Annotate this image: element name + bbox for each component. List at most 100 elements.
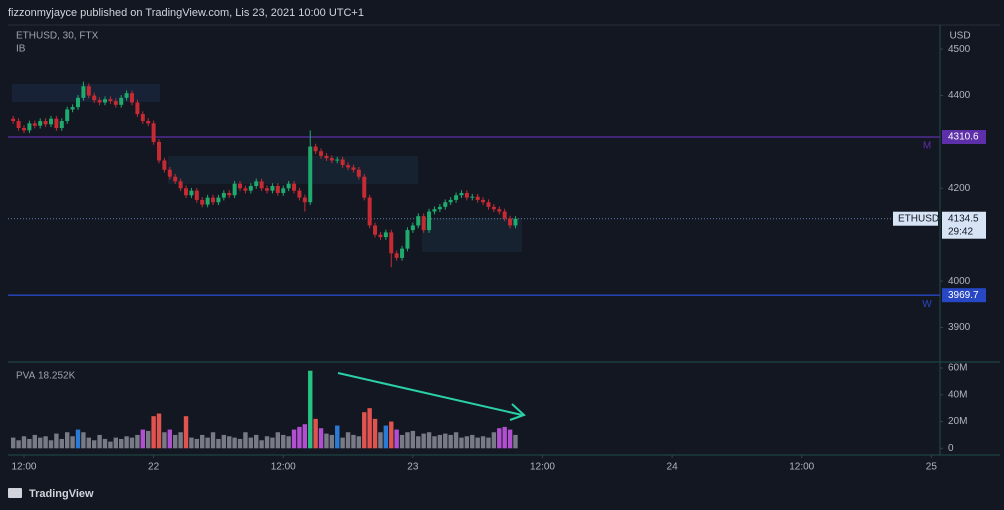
candle-body bbox=[416, 216, 421, 226]
candle-body bbox=[270, 186, 275, 191]
last-symbol: ETHUSD bbox=[898, 213, 939, 224]
candle-body bbox=[227, 192, 232, 196]
volume-bar bbox=[205, 437, 210, 449]
volume-bar bbox=[108, 441, 113, 449]
volume-bar bbox=[119, 438, 124, 449]
candle-body bbox=[340, 159, 345, 166]
candle-body bbox=[275, 186, 280, 193]
volume-bar bbox=[324, 433, 329, 449]
candle-body bbox=[459, 192, 464, 196]
candle-body bbox=[335, 159, 340, 161]
volume-bar bbox=[453, 432, 459, 449]
candle-body bbox=[151, 123, 156, 142]
logo bbox=[8, 488, 22, 498]
countdown: 29:42 bbox=[948, 226, 973, 237]
volume-bar bbox=[405, 432, 410, 449]
volume-bar bbox=[291, 429, 297, 449]
volume-bar bbox=[129, 437, 135, 449]
volume-bar bbox=[507, 429, 513, 449]
candle-body bbox=[21, 128, 26, 131]
candle-body bbox=[308, 146, 313, 203]
candle-body bbox=[313, 146, 318, 152]
candle-body bbox=[108, 99, 113, 102]
candle-body bbox=[140, 114, 145, 122]
volume-bar bbox=[173, 434, 178, 449]
candle-body bbox=[302, 197, 307, 203]
candle-body bbox=[81, 86, 86, 98]
volume-bar bbox=[92, 440, 97, 449]
volume-bar bbox=[102, 438, 108, 449]
x-tick-label: 12:00 bbox=[271, 462, 296, 473]
candle-body bbox=[92, 95, 97, 101]
volume-bar bbox=[216, 438, 221, 449]
x-tick-label: 12:00 bbox=[530, 462, 555, 473]
x-tick-label: 24 bbox=[667, 462, 679, 473]
volume-bar bbox=[43, 436, 48, 449]
volume-bar bbox=[448, 434, 453, 449]
candle-body bbox=[378, 234, 383, 238]
volume-bar bbox=[389, 421, 394, 449]
volume-bar bbox=[178, 432, 183, 449]
candle-body bbox=[394, 253, 399, 258]
volume-bar bbox=[367, 408, 372, 449]
candle-body bbox=[216, 197, 221, 203]
volume-bar bbox=[227, 436, 232, 449]
volume-bar bbox=[475, 437, 480, 449]
volume-bar bbox=[70, 436, 75, 449]
volume-bar bbox=[340, 437, 345, 449]
candle-body bbox=[346, 165, 351, 168]
candle-body bbox=[389, 232, 394, 254]
zone bbox=[12, 84, 160, 102]
volume-bar bbox=[394, 429, 399, 449]
x-tick-label: 22 bbox=[148, 462, 160, 473]
volume-bar bbox=[459, 437, 464, 449]
volume-bar bbox=[275, 432, 281, 449]
volume-bar bbox=[59, 438, 64, 449]
candle-body bbox=[497, 209, 502, 212]
volume-bar bbox=[383, 425, 389, 449]
volume-bar bbox=[362, 412, 367, 449]
volume-bar bbox=[421, 433, 426, 449]
candle-body bbox=[513, 218, 518, 226]
volume-bar bbox=[470, 434, 475, 449]
volume-bar bbox=[75, 429, 81, 449]
volume-bar bbox=[21, 436, 27, 449]
candle-body bbox=[367, 197, 372, 226]
candle-body bbox=[48, 118, 53, 125]
candle-body bbox=[464, 192, 469, 198]
level-label-box bbox=[942, 130, 986, 145]
level-label: 3969.7 bbox=[948, 290, 979, 301]
candle-body bbox=[16, 121, 21, 129]
candle-body bbox=[292, 183, 297, 191]
candle-body bbox=[432, 209, 437, 212]
volume-bar bbox=[264, 436, 270, 449]
y-tick-label: 4000 bbox=[948, 276, 971, 287]
y-tick-label: 4200 bbox=[948, 183, 971, 194]
volume-bar bbox=[210, 432, 216, 449]
candle-body bbox=[205, 197, 210, 205]
volume-bar bbox=[189, 437, 194, 449]
volume-bar bbox=[97, 434, 102, 449]
volume-bar bbox=[480, 436, 486, 449]
volume-bar bbox=[27, 438, 32, 449]
y-tick-label: 3900 bbox=[948, 322, 971, 333]
last-price: 4134.5 bbox=[948, 213, 979, 224]
volume-bar bbox=[313, 418, 318, 449]
volume-bar bbox=[146, 430, 151, 449]
volume-bar bbox=[378, 432, 383, 449]
candle-body bbox=[454, 195, 459, 200]
candle-body bbox=[502, 211, 507, 219]
candle-body bbox=[43, 121, 48, 125]
candle-body bbox=[427, 211, 432, 231]
volume-bar bbox=[308, 370, 313, 449]
volume-bar bbox=[426, 432, 432, 449]
volume-bar bbox=[237, 438, 243, 449]
candle-body bbox=[200, 199, 205, 205]
volume-bar bbox=[329, 434, 335, 449]
volume-bar bbox=[351, 434, 356, 449]
volume-bar bbox=[64, 432, 70, 449]
candle-body bbox=[286, 183, 291, 189]
brand: TradingView bbox=[29, 488, 94, 500]
